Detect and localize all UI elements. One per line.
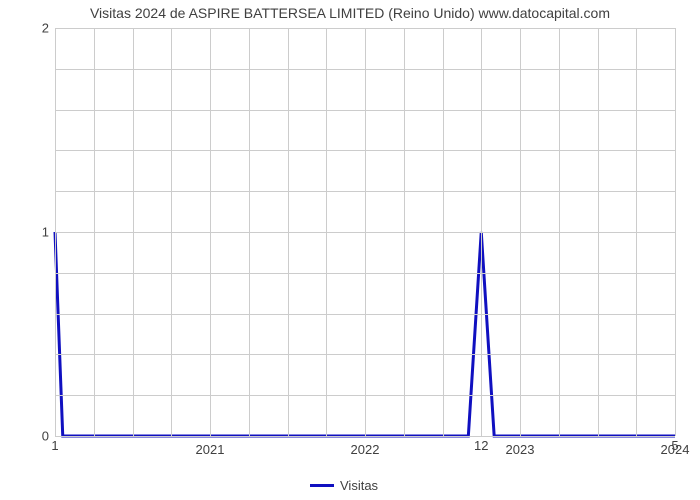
x-tick-label: 2023 xyxy=(506,442,535,457)
y-tick-label: 1 xyxy=(42,225,49,240)
gridline-horizontal xyxy=(55,191,675,192)
gridline-horizontal xyxy=(55,110,675,111)
gridline-horizontal xyxy=(55,436,675,437)
gridline-horizontal xyxy=(55,69,675,70)
chart-title: Visitas 2024 de ASPIRE BATTERSEA LIMITED… xyxy=(0,5,700,21)
legend: Visitas xyxy=(310,478,378,493)
gridline-vertical xyxy=(675,28,676,436)
overlay-label: 12 xyxy=(474,438,488,453)
gridline-horizontal xyxy=(55,150,675,151)
legend-swatch xyxy=(310,484,334,487)
chart-container: Visitas 2024 de ASPIRE BATTERSEA LIMITED… xyxy=(0,0,700,500)
legend-label: Visitas xyxy=(340,478,378,493)
gridline-horizontal xyxy=(55,314,675,315)
gridline-horizontal xyxy=(55,273,675,274)
x-tick-label: 2022 xyxy=(351,442,380,457)
gridline-horizontal xyxy=(55,395,675,396)
gridline-horizontal xyxy=(55,28,675,29)
plot-area: 01220212022202320241125 xyxy=(55,28,675,436)
gridline-horizontal xyxy=(55,232,675,233)
y-tick-label: 0 xyxy=(42,429,49,444)
overlay-label: 5 xyxy=(671,438,678,453)
gridline-horizontal xyxy=(55,354,675,355)
x-tick-label: 2021 xyxy=(196,442,225,457)
overlay-label: 1 xyxy=(51,438,58,453)
y-tick-label: 2 xyxy=(42,21,49,36)
